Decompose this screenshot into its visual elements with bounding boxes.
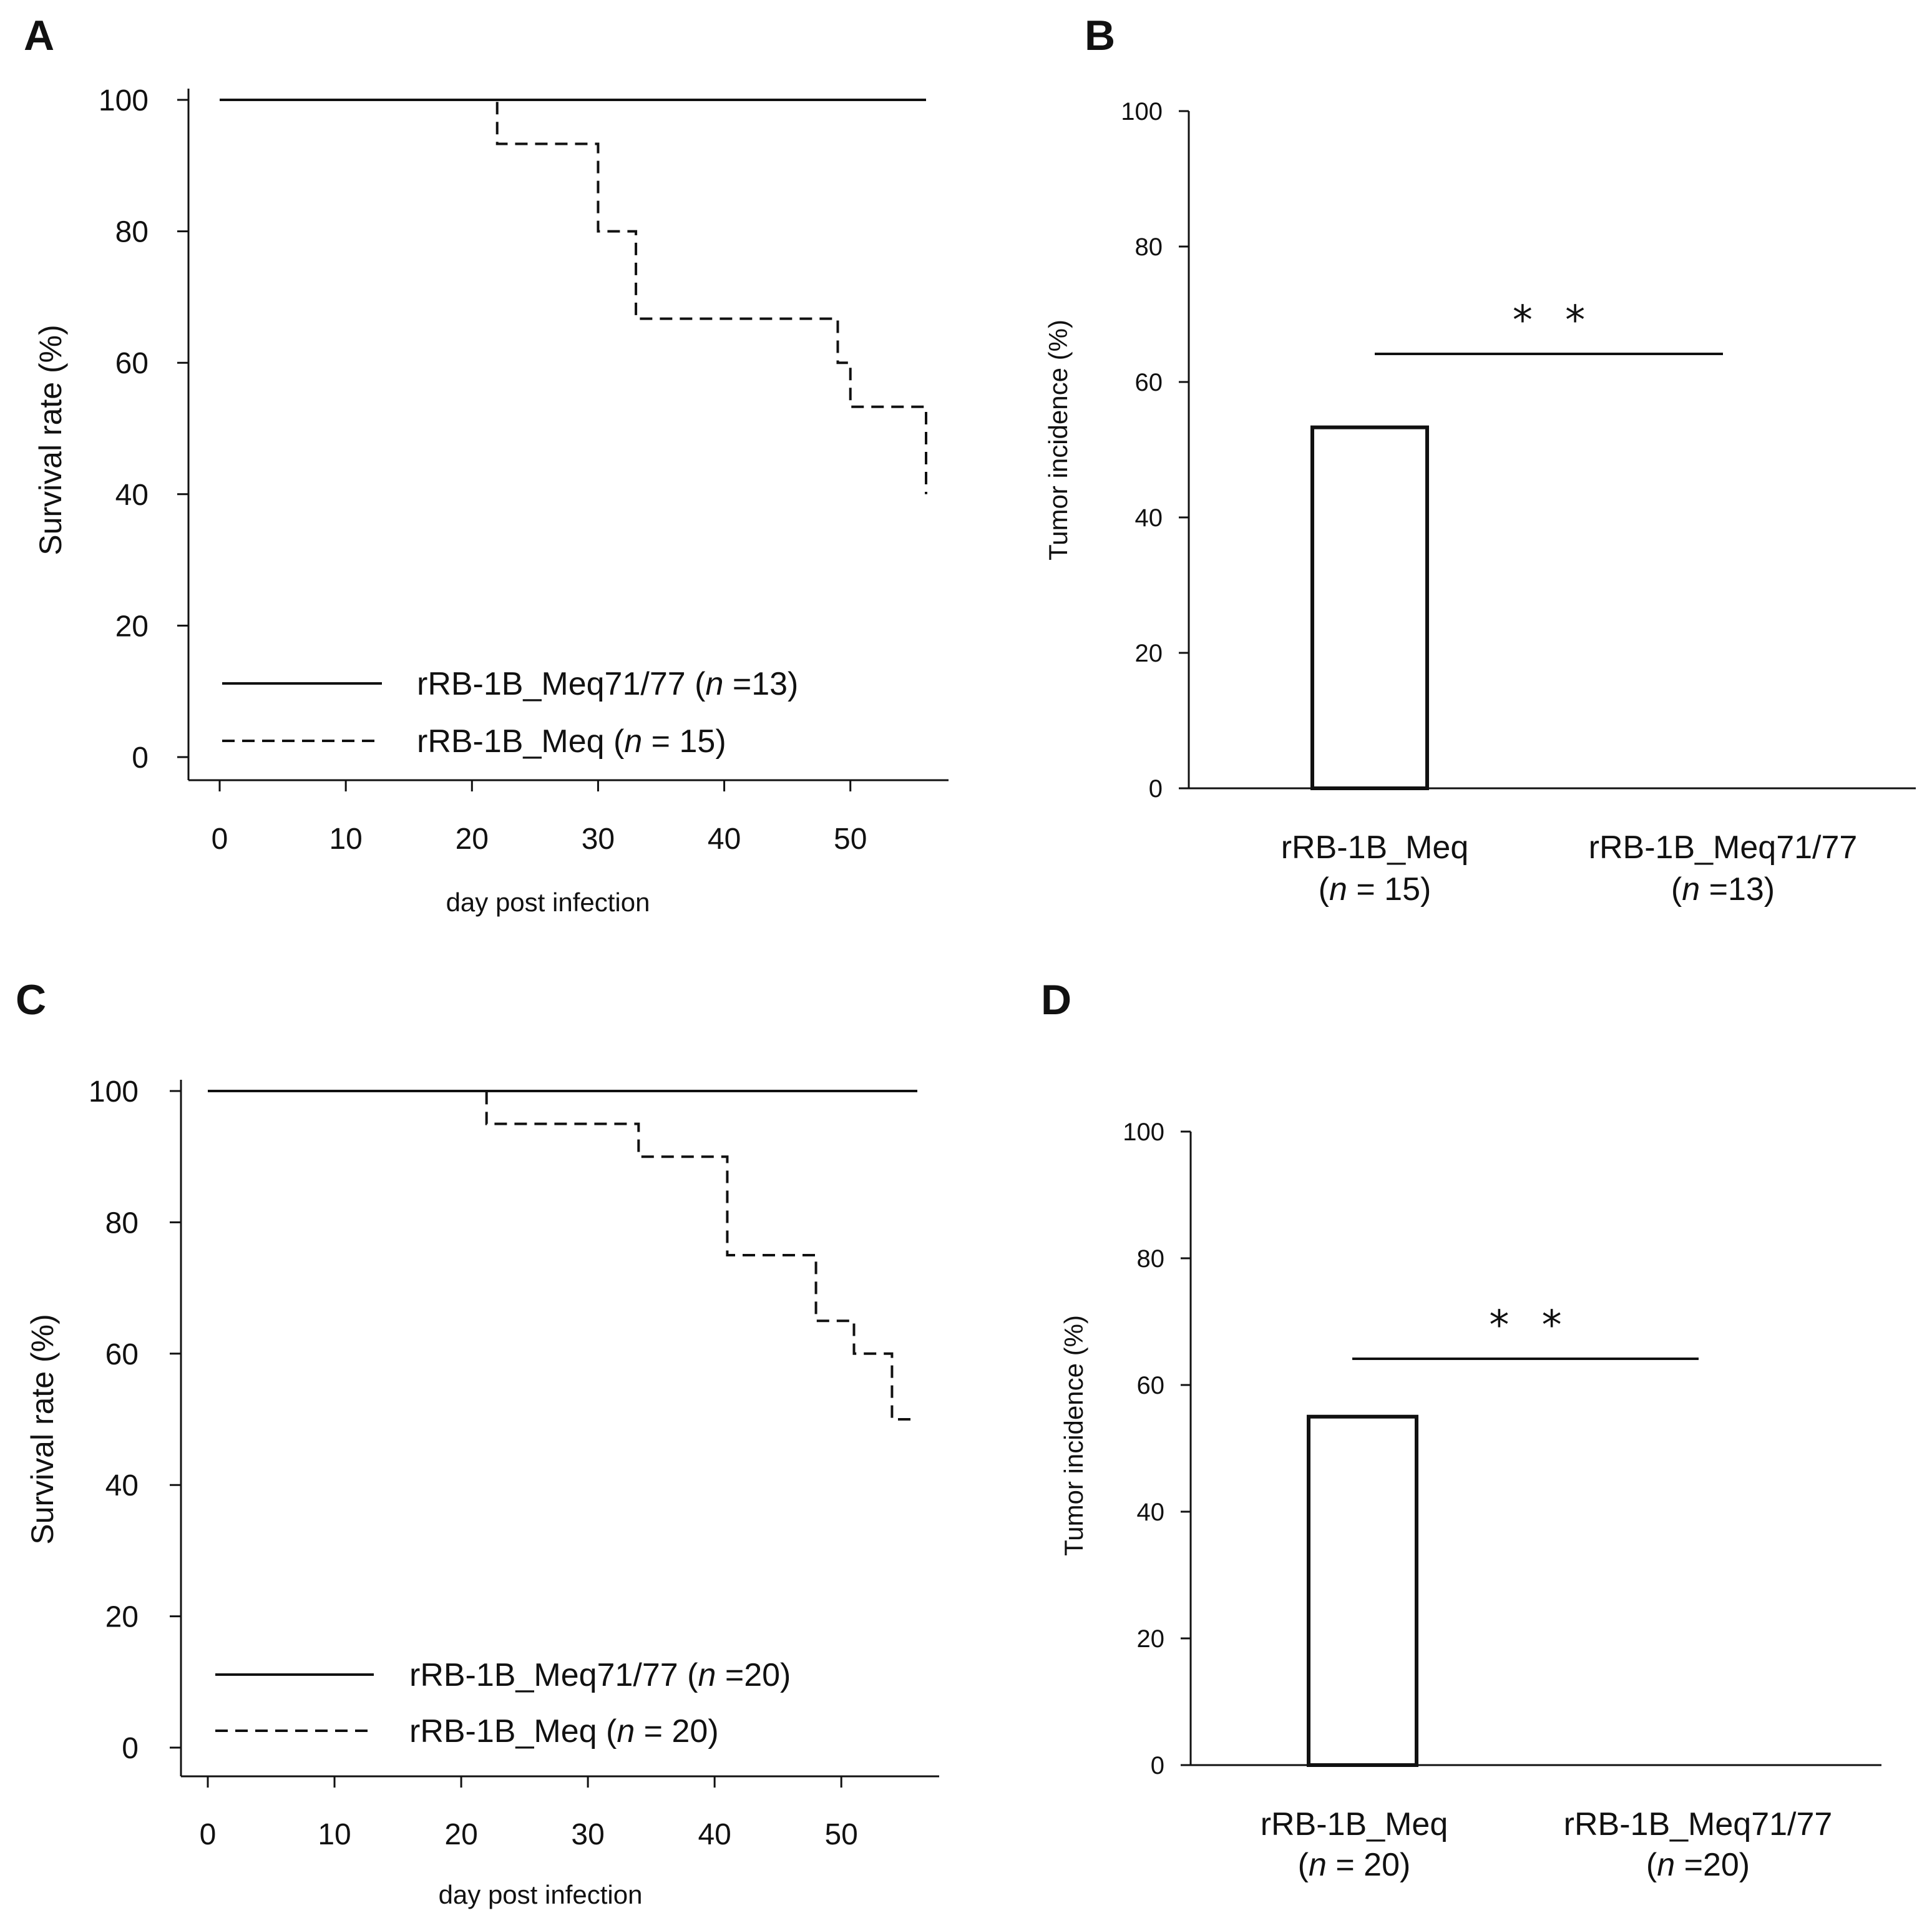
x-tick-label: 30 xyxy=(582,823,615,856)
category-label: rRB-1B_Meq71/77 xyxy=(1589,829,1858,866)
y-tick-label: 100 xyxy=(99,84,149,117)
y-axis-label: Survival rate (%) xyxy=(25,1314,60,1545)
panel-b: B 0 20 40 60 80 100 Tumor incidence (%) rRB-1B_M… xyxy=(1043,12,1916,908)
panel-label: A xyxy=(24,12,54,59)
x-tick-label: 30 xyxy=(571,1818,604,1851)
category-label: rRB-1B_Meq xyxy=(1281,829,1469,866)
x-tick-label: 50 xyxy=(834,823,867,856)
category-n-label: (n =13) xyxy=(1671,871,1775,908)
x-tick-label: 20 xyxy=(444,1818,477,1851)
x-tick-label: 10 xyxy=(318,1818,351,1851)
x-tick-label: 0 xyxy=(212,823,228,856)
legend-label: rRB-1B_Meq71/77 (n =20) xyxy=(409,1657,791,1693)
y-axis-label: Tumor incidence (%) xyxy=(1043,320,1073,560)
x-tick-label: 50 xyxy=(824,1818,857,1851)
x-tick-label: 10 xyxy=(329,823,362,856)
category-n-label: (n = 20) xyxy=(1298,1847,1411,1883)
x-axis-label: day post infection xyxy=(439,1880,643,1909)
y-tick-label: 20 xyxy=(1137,1625,1165,1653)
y-tick-label: 60 xyxy=(115,347,149,380)
legend-label: rRB-1B_Meq71/77 (n =13) xyxy=(417,666,798,702)
significance-label: * * xyxy=(1489,1303,1571,1349)
y-tick-label: 0 xyxy=(132,741,149,775)
y-tick-label: 100 xyxy=(1121,98,1163,125)
legend-label: rRB-1B_Meq (n = 20) xyxy=(409,1713,719,1749)
panel-label: C xyxy=(16,976,46,1024)
panel-a: A 0 20 40 60 80 100 0 10 20 30 40 50 day post infecti… xyxy=(24,12,949,917)
y-tick-label: 40 xyxy=(115,479,149,512)
y-tick-label: 80 xyxy=(115,216,149,249)
y-tick-label: 0 xyxy=(122,1732,139,1765)
x-tick-label: 40 xyxy=(698,1818,731,1851)
y-tick-label: 20 xyxy=(1135,640,1163,667)
y-tick-label: 60 xyxy=(105,1338,139,1371)
bar xyxy=(1307,1414,1418,1767)
x-axis-label: day post infection xyxy=(446,888,650,917)
bar xyxy=(1310,425,1429,790)
y-tick-label: 80 xyxy=(1135,233,1163,261)
y-tick-label: 20 xyxy=(115,610,149,643)
category-n-label: (n =20) xyxy=(1646,1847,1750,1883)
category-label: rRB-1B_Meq71/77 xyxy=(1564,1806,1833,1842)
panel-d: D 0 20 40 60 80 100 Tumor incidence (%) rRB-1B_M… xyxy=(1041,976,1881,1883)
series-line-dashed xyxy=(220,99,927,494)
legend-label: rRB-1B_Meq (n = 15) xyxy=(417,723,726,760)
x-tick-label: 0 xyxy=(200,1818,217,1851)
y-tick-label: 60 xyxy=(1135,369,1163,396)
x-tick-label: 20 xyxy=(456,823,489,856)
y-tick-label: 40 xyxy=(105,1469,139,1502)
y-tick-label: 0 xyxy=(1151,1752,1164,1779)
y-tick-label: 80 xyxy=(105,1206,139,1240)
panel-label: B xyxy=(1085,12,1115,59)
y-tick-label: 60 xyxy=(1137,1372,1165,1399)
category-n-label: (n = 15) xyxy=(1319,871,1432,908)
category-label: rRB-1B_Meq xyxy=(1261,1806,1448,1842)
y-tick-label: 40 xyxy=(1135,504,1163,532)
y-axis-label: Tumor incidence (%) xyxy=(1059,1315,1088,1556)
panel-label: D xyxy=(1041,976,1071,1024)
x-tick-label: 40 xyxy=(708,823,741,856)
significance-label: * * xyxy=(1513,298,1595,344)
series-line-dashed xyxy=(208,1090,917,1421)
y-tick-label: 0 xyxy=(1149,775,1163,803)
y-tick-label: 20 xyxy=(105,1601,139,1634)
y-axis-label: Survival rate (%) xyxy=(33,325,68,555)
y-tick-label: 100 xyxy=(1123,1118,1164,1146)
panel-c: C 0 20 40 60 80 100 0 10 20 30 40 50 day post infecti… xyxy=(16,976,939,1909)
y-tick-label: 80 xyxy=(1137,1245,1165,1273)
y-tick-label: 40 xyxy=(1137,1499,1165,1526)
y-tick-label: 100 xyxy=(89,1075,139,1108)
